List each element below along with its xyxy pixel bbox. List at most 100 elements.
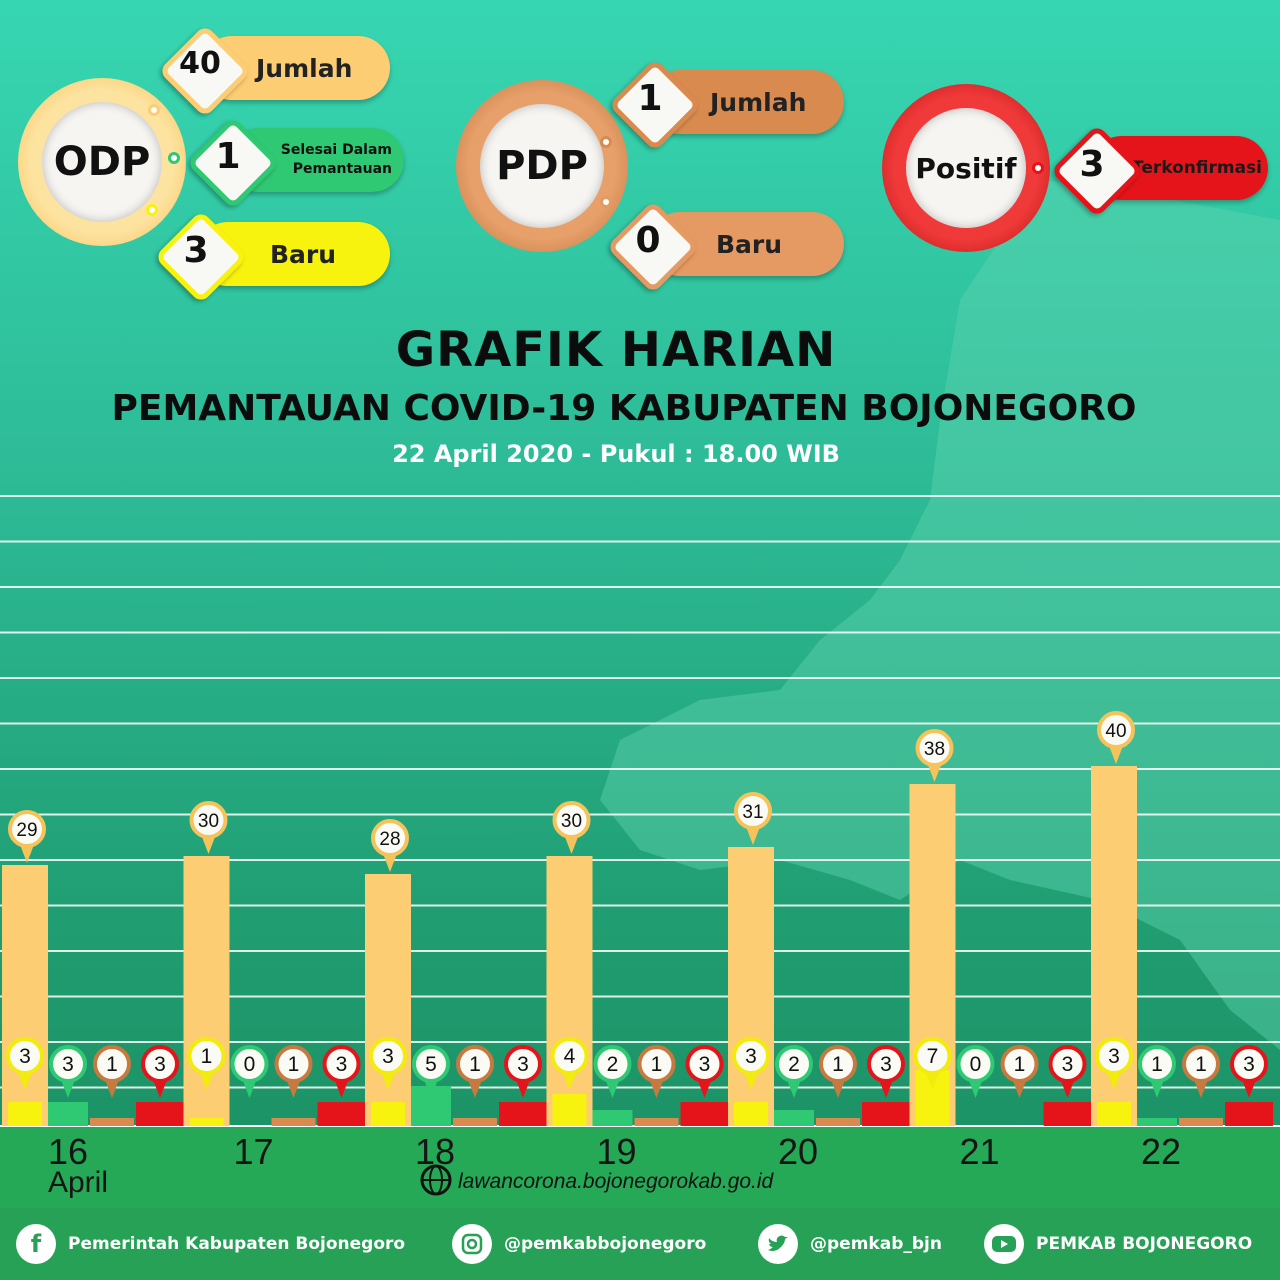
odp-baru-label-text: 7 xyxy=(927,1045,939,1068)
positif-label: 3 xyxy=(322,1045,361,1098)
instagram-label: @pemkabbojonegoro xyxy=(504,1234,707,1254)
pdp-label-text: 1 xyxy=(469,1053,481,1076)
odp-baru-label-bubble xyxy=(1095,1037,1133,1075)
odp-baru-bar xyxy=(1097,1102,1131,1126)
odp-total-label-text: 29 xyxy=(16,820,37,841)
selesai-pemantauan-label-bubble xyxy=(775,1045,813,1083)
pdp-bar xyxy=(816,1118,860,1126)
positif-label-text: 3 xyxy=(1062,1053,1074,1076)
selesai-pemantauan-label-bubble xyxy=(593,1045,632,1083)
positif-connector-dot xyxy=(1032,162,1044,174)
pdp-label: PDP xyxy=(480,104,604,228)
twitter-link[interactable]: @pemkab_bjn xyxy=(758,1224,942,1264)
odp-baru-bar xyxy=(734,1102,768,1126)
positif-bar xyxy=(680,1102,729,1126)
pdp-baru-value: 0 xyxy=(635,220,661,261)
selesai-pemantauan-label: 5 xyxy=(412,1045,450,1098)
odp-baru-label-text: 3 xyxy=(382,1045,394,1068)
selesai-pemantauan-label-text: 0 xyxy=(244,1053,256,1076)
positif-label-text: 3 xyxy=(517,1053,529,1076)
positif-label-text: 3 xyxy=(1243,1053,1255,1076)
positif-label-bubble xyxy=(141,1045,179,1083)
odp-baru-label-text: 3 xyxy=(1108,1045,1120,1068)
pdp-bar xyxy=(1179,1118,1223,1126)
pdp-label-text: 1 xyxy=(832,1053,844,1076)
odp-connector-dot-bot xyxy=(146,204,158,216)
selesai-pemantauan-bar xyxy=(1137,1118,1177,1126)
odp-connector-dot-mid xyxy=(168,152,180,164)
facebook-label: Pemerintah Kabupaten Bojonegoro xyxy=(68,1234,406,1254)
positif-label: 3 xyxy=(1048,1045,1087,1098)
pdp-bar xyxy=(453,1118,497,1126)
positif-label-text: 3 xyxy=(880,1053,892,1076)
odp-baru-label: 7 xyxy=(913,1037,952,1090)
odp-baru-bar xyxy=(552,1094,587,1126)
odp-jumlah-label: Jumlah xyxy=(256,53,353,83)
selesai-pemantauan-label-bubble xyxy=(49,1045,87,1083)
chart-subtitle: PEMANTAUAN COVID-19 KABUPATEN BOJONEGORO xyxy=(111,388,1137,429)
odp-total-label-bubble xyxy=(8,810,46,848)
odp-total-label-text: 30 xyxy=(561,811,582,832)
positif-label-bubble xyxy=(504,1045,542,1083)
odp-baru-label-bubble xyxy=(6,1037,44,1075)
selesai-pemantauan-label-bubble xyxy=(956,1045,995,1083)
chart-date: 22 April 2020 - Pukul : 18.00 WIB xyxy=(392,440,840,468)
pdp-bar xyxy=(634,1118,679,1126)
odp-baru-label: 3 xyxy=(369,1037,407,1090)
odp-total-label-bubble xyxy=(1097,711,1135,749)
odp-baru-bar xyxy=(8,1102,42,1126)
positif-label-bubble xyxy=(867,1045,905,1083)
odp-total-label-text: 28 xyxy=(379,829,400,850)
youtube-link[interactable]: PEMKAB BOJONEGORO xyxy=(984,1224,1252,1264)
selesai-pemantauan-bar xyxy=(48,1102,88,1126)
pdp-label-text: 1 xyxy=(288,1053,300,1076)
positif-label-bubble xyxy=(322,1045,361,1083)
odp-baru-label: 4 xyxy=(550,1037,589,1090)
positif-label-text: 3 xyxy=(154,1053,166,1076)
positif-label-text: 3 xyxy=(336,1053,348,1076)
instagram-icon xyxy=(452,1224,492,1264)
odp-baru-label: 3 xyxy=(732,1037,770,1090)
positif-label: 3 xyxy=(867,1045,905,1098)
x-tick-label: 17 xyxy=(233,1131,273,1172)
odp-total-label: 31 xyxy=(734,792,772,845)
odp-selesai-value: 1 xyxy=(215,136,241,177)
selesai-pemantauan-label: 2 xyxy=(593,1045,632,1098)
pdp-baru-label: Baru xyxy=(716,229,783,259)
positif-value: 3 xyxy=(1079,144,1105,185)
selesai-pemantauan-label: 0 xyxy=(230,1045,269,1098)
youtube-icon xyxy=(984,1224,1024,1264)
selesai-pemantauan-label: 1 xyxy=(1138,1045,1176,1098)
odp-total-label-text: 30 xyxy=(198,811,219,832)
positif-label: Positif xyxy=(906,108,1026,228)
pdp-label-bubble xyxy=(819,1045,857,1083)
pdp-label: 1 xyxy=(274,1045,313,1098)
x-tick-label: 16 xyxy=(48,1131,88,1172)
odp-total-label: 40 xyxy=(1097,711,1135,764)
odp-baru-value: 3 xyxy=(183,230,209,271)
instagram-link[interactable]: @pemkabbojonegoro xyxy=(452,1224,706,1264)
selesai-pemantauan-label: 3 xyxy=(49,1045,87,1098)
odp-total-label-bubble xyxy=(552,801,591,839)
pdp-label-bubble xyxy=(93,1045,131,1083)
selesai-pemantauan-label-text: 2 xyxy=(607,1053,619,1076)
pdp-label-text: 1 xyxy=(1195,1053,1207,1076)
selesai-pemantauan-label-bubble xyxy=(412,1045,450,1083)
odp-total-label: 38 xyxy=(915,729,954,782)
positif-label: 3 xyxy=(685,1045,724,1098)
pdp-label-text: 1 xyxy=(1014,1053,1026,1076)
odp-baru-label-bubble xyxy=(913,1037,952,1075)
pdp-label-bubble xyxy=(274,1045,313,1083)
odp-baru-label-text: 4 xyxy=(564,1045,576,1068)
odp-selesai-label-2: Pemantauan xyxy=(292,161,392,177)
pdp-label: 1 xyxy=(93,1045,131,1098)
positif-bar xyxy=(1225,1102,1273,1126)
positif-label: 3 xyxy=(504,1045,542,1098)
pdp-jumlah-label: Jumlah xyxy=(710,87,807,117)
x-tick-label: 21 xyxy=(959,1131,999,1172)
facebook-link[interactable]: f Pemerintah Kabupaten Bojonegoro xyxy=(16,1224,405,1264)
pdp-connector-dot-top xyxy=(600,136,612,148)
pdp-label: 1 xyxy=(1182,1045,1220,1098)
selesai-pemantauan-label-text: 5 xyxy=(425,1053,437,1076)
